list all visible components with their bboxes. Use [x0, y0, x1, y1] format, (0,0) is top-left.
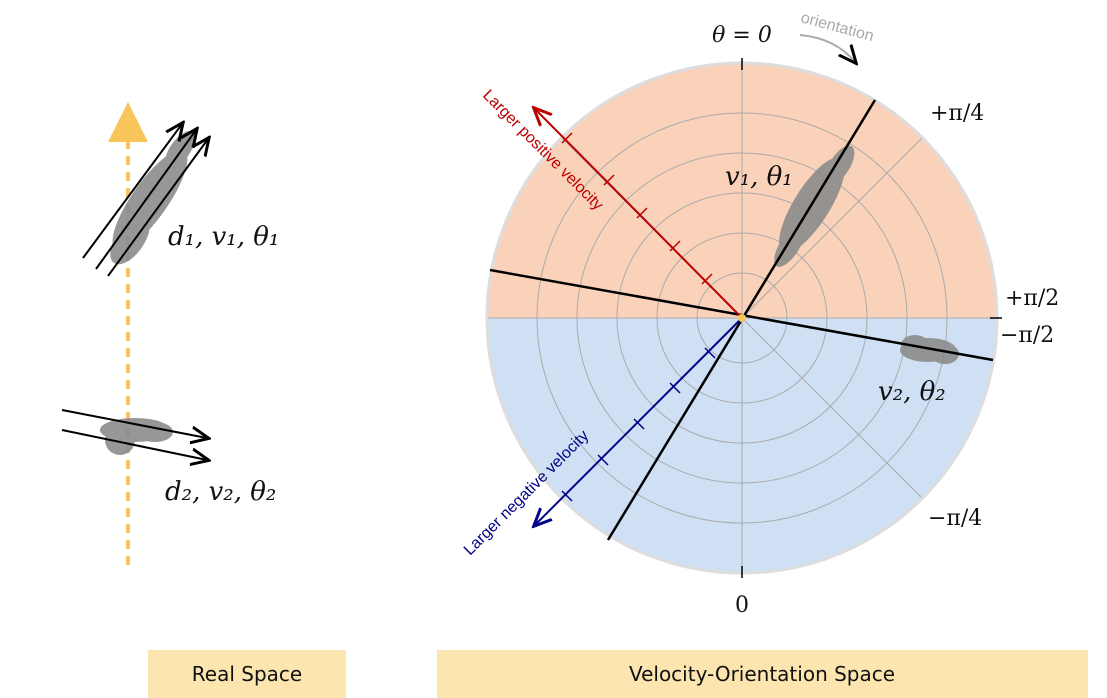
caption: Velocity-Orientation Space	[629, 662, 895, 686]
diagram: d₁, v₁, θ₁ d₂, v₂, θ₂ Real Space	[0, 0, 1107, 698]
axis-label: 0	[735, 593, 749, 618]
axis-label: +π/2	[1005, 286, 1059, 311]
axis-label: −π/4	[928, 506, 982, 531]
caption: Real Space	[192, 662, 302, 686]
label: d₂, v₂, θ₂	[165, 477, 276, 507]
annotation: orientation	[799, 9, 876, 45]
axis-label: −π/2	[1000, 323, 1054, 348]
label: v₂, θ₂	[878, 377, 946, 407]
label: v₁, θ₁	[725, 162, 793, 192]
label: d₁, v₁, θ₁	[168, 222, 279, 252]
axis-label: +π/4	[930, 101, 984, 126]
polar-space: orientation θ = 0 +π/4 +π/2 −π/2 −π/4 0 …	[437, 9, 1088, 698]
real-space: d₁, v₁, θ₁ d₂, v₂, θ₂ Real Space	[62, 118, 346, 698]
axis-label: θ = 0	[712, 23, 772, 48]
